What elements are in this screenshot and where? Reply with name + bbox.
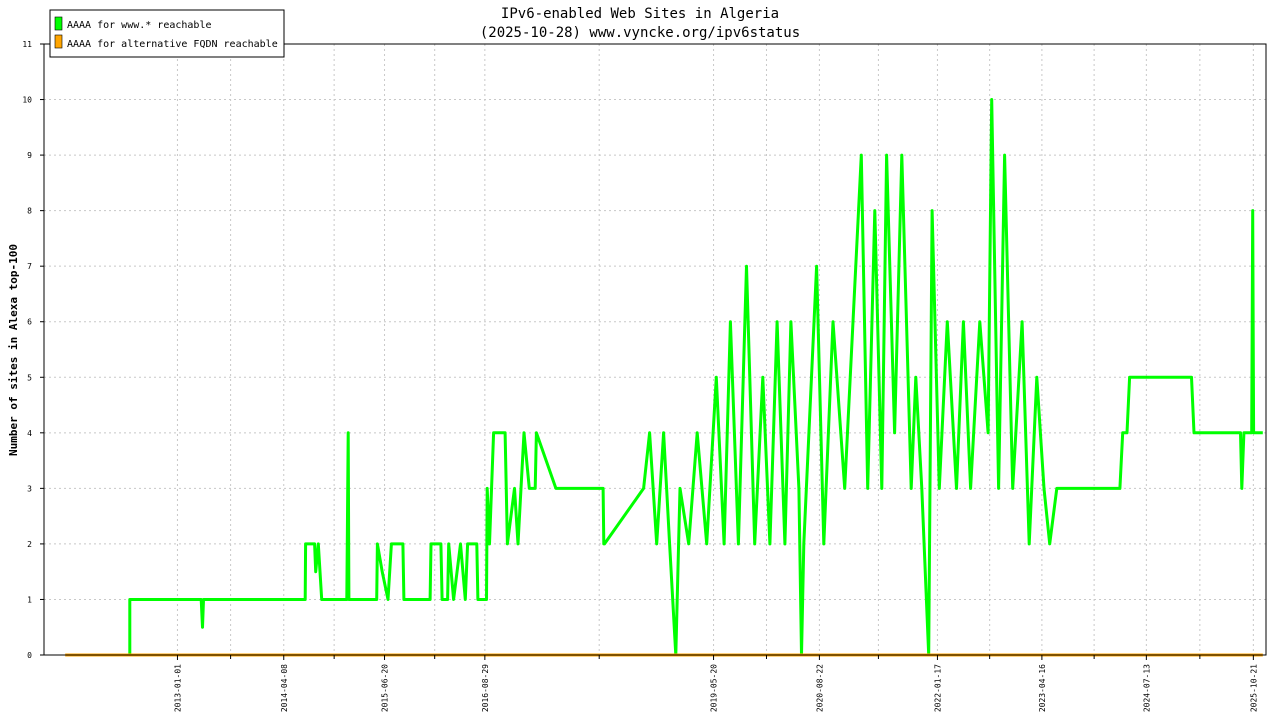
- legend-swatch-www: [54, 16, 63, 31]
- x-tick-label: 2014-04-08: [280, 664, 289, 712]
- chart-subtitle: (2025-10-28) www.vyncke.org/ipv6status: [480, 25, 800, 41]
- y-tick-label: 0: [27, 651, 32, 660]
- legend-label-alt: AAAA for alternative FQDN reachable: [67, 39, 278, 50]
- x-tick-label: 2024-07-13: [1142, 664, 1151, 712]
- y-tick-label: 7: [27, 262, 32, 271]
- y-axis-label: Number of sites in Alexa top-100: [7, 244, 20, 456]
- y-tick-label: 4: [27, 429, 32, 438]
- y-tick-label: 8: [27, 207, 32, 216]
- series-line-0: [128, 98, 1263, 657]
- legend-swatch-alt: [54, 34, 63, 49]
- y-tick-label: 3: [27, 484, 32, 493]
- x-tick-label: 2025-10-21: [1249, 664, 1258, 712]
- y-tick-label: 11: [22, 40, 32, 49]
- x-tick-label: 2020-08-22: [815, 664, 824, 712]
- x-tick-label: 2022-01-17: [933, 664, 942, 712]
- y-tick-label: 5: [27, 373, 32, 382]
- x-tick-label: 2019-05-20: [710, 664, 719, 712]
- x-tick-label: 2016-08-29: [481, 664, 490, 712]
- chart-title: IPv6-enabled Web Sites in Algeria: [501, 6, 779, 22]
- grid-lines: [44, 43, 1266, 655]
- legend-box: [49, 9, 285, 58]
- plot-area-frame: [43, 43, 1267, 656]
- x-axis-ticks: 2013-01-01 2014-04-08 2015-06-20 2016-08-29…: [173, 655, 1258, 712]
- x-tick-label: 2015-06-20: [381, 664, 390, 712]
- y-tick-label: 9: [27, 151, 32, 160]
- x-tick-label: 2023-04-16: [1038, 664, 1047, 712]
- y-axis-ticks: 0 1 2 3 4 5 6 7 8 9 10 11: [22, 40, 44, 660]
- y-tick-label: 2: [27, 540, 32, 549]
- y-tick-label: 10: [22, 96, 32, 105]
- x-tick-label: 2013-01-01: [173, 664, 182, 712]
- y-tick-label: 6: [27, 318, 32, 327]
- legend: AAAA for www.* reachable AAAA for altern…: [49, 9, 285, 58]
- y-tick-label: 1: [27, 595, 32, 604]
- legend-label-www: AAAA for www.* reachable: [67, 20, 212, 31]
